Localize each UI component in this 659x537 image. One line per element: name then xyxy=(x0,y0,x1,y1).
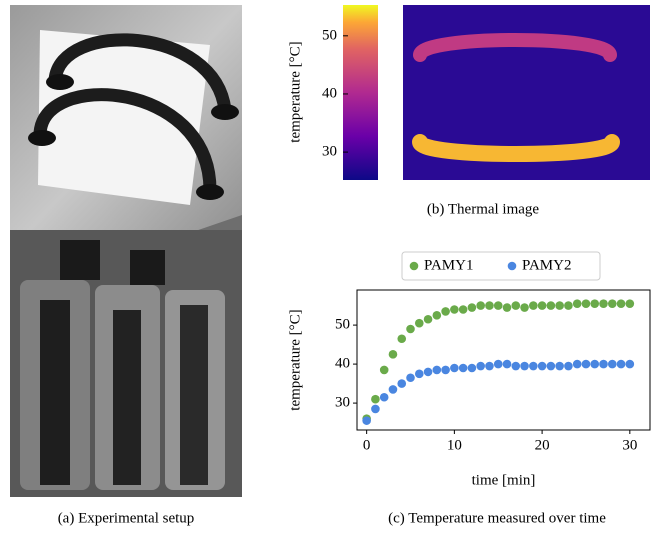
point xyxy=(459,305,468,314)
colorbar xyxy=(343,5,378,180)
point xyxy=(476,301,485,310)
caption: (c) Temperature measured over time xyxy=(388,510,606,526)
y-axis-label: temperature [°C] xyxy=(287,41,303,142)
point xyxy=(599,299,608,308)
point xyxy=(433,311,442,320)
point xyxy=(538,301,547,310)
y-tick-label: 30 xyxy=(322,144,337,160)
legend-label: PAMY2 xyxy=(522,257,571,273)
point xyxy=(503,360,512,369)
plot-frame xyxy=(357,290,650,430)
point xyxy=(520,303,529,312)
y-tick-label: 30 xyxy=(335,395,350,411)
point xyxy=(441,307,450,316)
point xyxy=(476,362,485,371)
point xyxy=(626,360,635,369)
legend-marker xyxy=(508,262,517,271)
point xyxy=(441,366,450,375)
x-tick-label: 30 xyxy=(622,437,637,453)
x-tick-label: 20 xyxy=(535,437,550,453)
point xyxy=(433,366,442,375)
point xyxy=(547,362,556,371)
point xyxy=(380,393,389,402)
point xyxy=(415,319,424,328)
point xyxy=(380,366,389,375)
point xyxy=(529,362,538,371)
caption: (b) Thermal image xyxy=(427,201,540,217)
point xyxy=(608,299,617,308)
point xyxy=(406,325,415,334)
legend-label: PAMY1 xyxy=(424,257,473,273)
point xyxy=(564,362,573,371)
point xyxy=(511,362,520,371)
point xyxy=(582,360,591,369)
point xyxy=(573,299,582,308)
point xyxy=(468,303,477,312)
y-tick-label: 40 xyxy=(322,85,337,101)
caption: (a) Experimental setup xyxy=(58,510,195,526)
point xyxy=(564,301,573,310)
point xyxy=(573,360,582,369)
point xyxy=(389,350,398,359)
point xyxy=(590,360,599,369)
y-tick-label: 50 xyxy=(335,317,350,333)
point xyxy=(397,379,406,388)
point xyxy=(590,299,599,308)
figure: 30 40 50 temperature [°C] (b) Thermal image 0… xyxy=(0,0,659,537)
point xyxy=(485,362,494,371)
point xyxy=(362,416,371,425)
point xyxy=(538,362,547,371)
x-axis-label: time [min] xyxy=(472,472,536,488)
point xyxy=(547,301,556,310)
legend-marker xyxy=(410,262,419,271)
point xyxy=(371,395,380,404)
point xyxy=(511,301,520,310)
point xyxy=(608,360,617,369)
point xyxy=(450,364,459,373)
x-tick-label: 0 xyxy=(363,437,371,453)
point xyxy=(485,301,494,310)
y-tick-label: 50 xyxy=(322,27,337,43)
point xyxy=(450,305,459,314)
point xyxy=(468,364,477,373)
point xyxy=(617,360,626,369)
point xyxy=(494,360,503,369)
point xyxy=(555,301,564,310)
point xyxy=(626,299,635,308)
point xyxy=(582,299,591,308)
point xyxy=(494,301,503,310)
point xyxy=(389,385,398,394)
point xyxy=(424,368,433,377)
point xyxy=(406,373,415,382)
point xyxy=(599,360,608,369)
point xyxy=(555,362,564,371)
point xyxy=(424,315,433,324)
point xyxy=(459,364,468,373)
thermal-image xyxy=(403,5,650,180)
point xyxy=(397,334,406,343)
y-axis-label: temperature [°C] xyxy=(287,309,303,410)
point xyxy=(415,370,424,379)
point xyxy=(503,303,512,312)
point xyxy=(371,405,380,414)
point xyxy=(529,301,538,310)
x-tick-label: 10 xyxy=(447,437,462,453)
point xyxy=(617,299,626,308)
point xyxy=(520,362,529,371)
y-tick-label: 40 xyxy=(335,356,350,372)
setup-photo xyxy=(10,5,242,497)
